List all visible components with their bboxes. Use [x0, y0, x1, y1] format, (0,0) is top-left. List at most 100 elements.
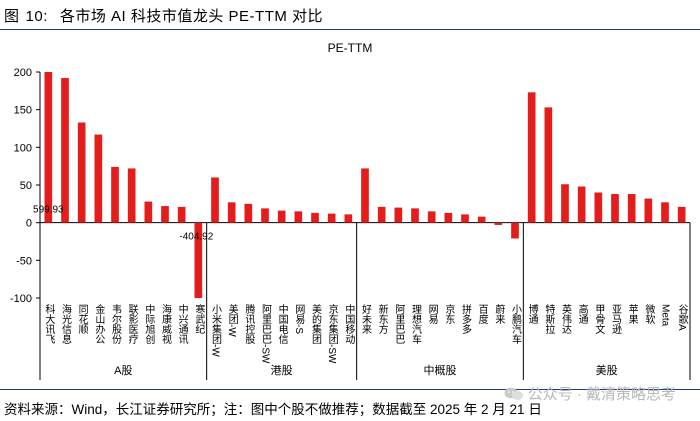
bar-英伟达: [561, 184, 569, 223]
bar-甲骨文: [594, 192, 603, 223]
chart-title: PE-TTM: [328, 41, 373, 55]
bar-小鹏汽车: [511, 222, 519, 239]
x-tick-label: 腾讯控股: [243, 303, 255, 345]
x-tick-label: 美团-W: [226, 303, 238, 338]
bar-中兴通讯: [177, 206, 186, 223]
bar-新东方: [377, 206, 386, 223]
y-tick-label: 0: [26, 218, 32, 230]
x-tick-label: 特斯拉: [543, 304, 555, 335]
x-tick-label: 中兴通讯: [176, 303, 188, 345]
group-label: 中概股: [424, 364, 457, 377]
bar-联影医疗: [127, 168, 136, 223]
bar-网易: [427, 211, 436, 223]
source-note: 资料来源：Wind，长江证券研究所；注：图中个股不做推荐；数据截至 2025 年…: [4, 402, 542, 417]
bar-亚马逊: [611, 194, 619, 223]
x-tick-label: 科大讯飞: [43, 303, 55, 344]
group-label: 港股: [271, 364, 293, 377]
data-label: -404.92: [179, 232, 213, 243]
bar-科大讯飞: [44, 72, 53, 223]
bar-韦尔股份: [111, 166, 119, 223]
x-tick-label: 新东方: [376, 303, 388, 335]
figure-title: 图 10: 各市场 AI 科技市值龙头 PE-TTM 对比: [4, 5, 323, 26]
x-tick-label: 海光信息: [60, 303, 72, 344]
bar-腾讯控股: [244, 203, 253, 223]
bar-好未来: [361, 168, 369, 223]
bar-海康威视: [161, 206, 169, 223]
x-tick-label: 高通: [576, 303, 588, 324]
x-tick-label: Meta: [660, 304, 671, 327]
bar-网易-S: [294, 211, 303, 223]
bar-阿里巴巴: [394, 207, 403, 223]
x-tick-label: 谷歌A: [676, 304, 688, 331]
x-tick-label: 中际旭创: [143, 303, 155, 345]
x-tick-label: 海康威视: [160, 303, 172, 345]
bar-百度: [477, 216, 486, 223]
y-tick-label: 100: [14, 142, 32, 154]
watermark-text: 公众号 · 戴清策略思考: [527, 386, 676, 403]
bottom-rule: [0, 389, 700, 390]
bar-Meta: [661, 202, 669, 223]
bar-中国电信: [277, 210, 286, 223]
x-tick-label: 中国电信: [276, 303, 288, 345]
figure-caption: 各市场 AI 科技市值龙头 PE-TTM 对比: [59, 8, 324, 25]
x-tick-label: 同花顺: [76, 304, 88, 335]
bar-特斯拉: [544, 107, 553, 223]
x-tick-label: 小米集团-W: [210, 304, 222, 358]
x-tick-label: 联影医疗: [126, 304, 138, 345]
pe-ttm-bar-chart: PE-TTM -100 -50 0 50 100 150 200 科大讯飞 海光信息 同花顺 金山…: [10, 41, 691, 380]
wechat-icon: [504, 387, 523, 400]
x-tick-label: 美的集团: [310, 303, 322, 345]
x-tick-label: 阿里巴巴-SW: [260, 304, 272, 364]
bar-高通: [577, 186, 586, 223]
bar-美的集团: [311, 212, 319, 223]
x-tick-label: 亚马逊: [610, 304, 622, 334]
x-tick-label: 英伟达: [560, 303, 572, 334]
bar-蔚来: [494, 222, 503, 225]
x-tick-label: 微软: [643, 303, 655, 325]
bar-金山办公: [94, 134, 103, 223]
x-tick-label: 中国移动: [343, 303, 355, 345]
bar-海光信息: [61, 78, 69, 223]
x-tick-label: 甲骨文: [593, 304, 605, 335]
x-tick-label: 网易: [426, 304, 438, 325]
x-tick-label: 金山办公: [93, 303, 105, 344]
x-tick-label: 网易-S: [293, 304, 305, 335]
bar-苹果: [627, 194, 636, 223]
x-tick-label: 京东集团-SW: [326, 303, 338, 364]
group-label: A股: [114, 364, 132, 377]
x-tick-label: 苹果: [626, 303, 638, 325]
bar-同花顺: [77, 122, 86, 223]
x-tick-label: 好未来: [360, 304, 372, 335]
x-tick-label: 京东: [443, 303, 455, 324]
bar-中际旭创: [144, 201, 153, 223]
x-tick-label: 寒武纪: [193, 303, 205, 334]
y-tick-label: -50: [16, 255, 32, 267]
bar-阿里巴巴-SW: [261, 208, 269, 223]
data-label: 599.93: [33, 205, 64, 216]
bar-微软: [644, 198, 653, 223]
x-tick-label: 百度: [476, 304, 488, 325]
bar-博通: [527, 92, 536, 223]
x-tick-label: 博通: [526, 303, 538, 324]
x-tick-label: 阿里巴巴: [393, 304, 405, 344]
bar-理想汽车: [411, 208, 419, 223]
figure-label: 图: [4, 8, 20, 25]
x-tick-label: 小鹏汽车: [510, 304, 522, 345]
x-tick-label: 理想汽车: [410, 304, 422, 345]
figure-number: 10:: [25, 8, 48, 25]
bar-寒武纪: [194, 222, 203, 298]
top-rule: [0, 29, 700, 30]
bar-京东集团-SW: [327, 213, 336, 223]
x-tick-label: 韦尔股份: [110, 304, 122, 345]
group-label: 美股: [596, 364, 618, 377]
bar-谷歌A: [677, 206, 686, 223]
x-tick-label: 拼多多: [460, 303, 472, 335]
bar-美团-W: [227, 202, 236, 223]
y-tick-label: 150: [14, 105, 32, 117]
y-tick-label: 50: [20, 180, 32, 192]
bar-中国移动: [344, 214, 353, 223]
bar-小米集团-W: [211, 177, 219, 223]
bar-拼多多: [461, 214, 469, 223]
x-tick-label: 蔚来: [493, 304, 505, 325]
y-tick-label: -100: [10, 293, 32, 305]
